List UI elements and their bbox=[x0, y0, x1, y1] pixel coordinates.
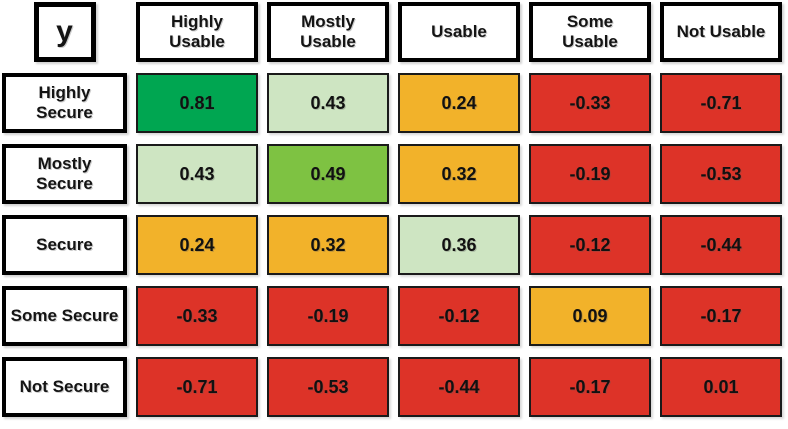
matrix-cell-r3-c2: 0.32 bbox=[267, 215, 389, 275]
matrix-cell-r5-c4: -0.17 bbox=[529, 357, 651, 417]
column-header-3: Usable bbox=[398, 2, 520, 62]
row-header-4: Some Secure bbox=[2, 286, 127, 346]
matrix-cell-r2-c1: 0.43 bbox=[136, 144, 258, 204]
matrix-cell-r4-c3: -0.12 bbox=[398, 286, 520, 346]
row-header-1: Highly Secure bbox=[2, 73, 127, 133]
matrix-cell-r4-c5: -0.17 bbox=[660, 286, 782, 346]
matrix-cell-r3-c3: 0.36 bbox=[398, 215, 520, 275]
row-header-5: Not Secure bbox=[2, 357, 127, 417]
corner-label: y bbox=[33, 2, 96, 62]
column-header-4: Some Usable bbox=[529, 2, 651, 62]
matrix-cell-r2-c4: -0.19 bbox=[529, 144, 651, 204]
column-header-2: Mostly Usable bbox=[267, 2, 389, 62]
matrix-cell-r3-c1: 0.24 bbox=[136, 215, 258, 275]
matrix-cell-r5-c5: 0.01 bbox=[660, 357, 782, 417]
matrix-cell-r2-c2: 0.49 bbox=[267, 144, 389, 204]
matrix-cell-r4-c4: 0.09 bbox=[529, 286, 651, 346]
matrix-cell-r3-c4: -0.12 bbox=[529, 215, 651, 275]
matrix-cell-r4-c2: -0.19 bbox=[267, 286, 389, 346]
matrix-cell-r5-c3: -0.44 bbox=[398, 357, 520, 417]
row-header-3: Secure bbox=[2, 215, 127, 275]
row-header-2: Mostly Secure bbox=[2, 144, 127, 204]
matrix-cell-r1-c1: 0.81 bbox=[136, 73, 258, 133]
matrix-cell-r1-c5: -0.71 bbox=[660, 73, 782, 133]
matrix-cell-r2-c3: 0.32 bbox=[398, 144, 520, 204]
column-header-1: Highly Usable bbox=[136, 2, 258, 62]
matrix-cell-r3-c5: -0.44 bbox=[660, 215, 782, 275]
column-header-5: Not Usable bbox=[660, 2, 782, 62]
matrix-cell-r2-c5: -0.53 bbox=[660, 144, 782, 204]
matrix-cell-r1-c2: 0.43 bbox=[267, 73, 389, 133]
matrix-cell-r5-c1: -0.71 bbox=[136, 357, 258, 417]
matrix-cell-r4-c1: -0.33 bbox=[136, 286, 258, 346]
matrix-cell-r1-c3: 0.24 bbox=[398, 73, 520, 133]
matrix-cell-r5-c2: -0.53 bbox=[267, 357, 389, 417]
corner-cell: y bbox=[2, 2, 127, 62]
matrix-cell-r1-c4: -0.33 bbox=[529, 73, 651, 133]
